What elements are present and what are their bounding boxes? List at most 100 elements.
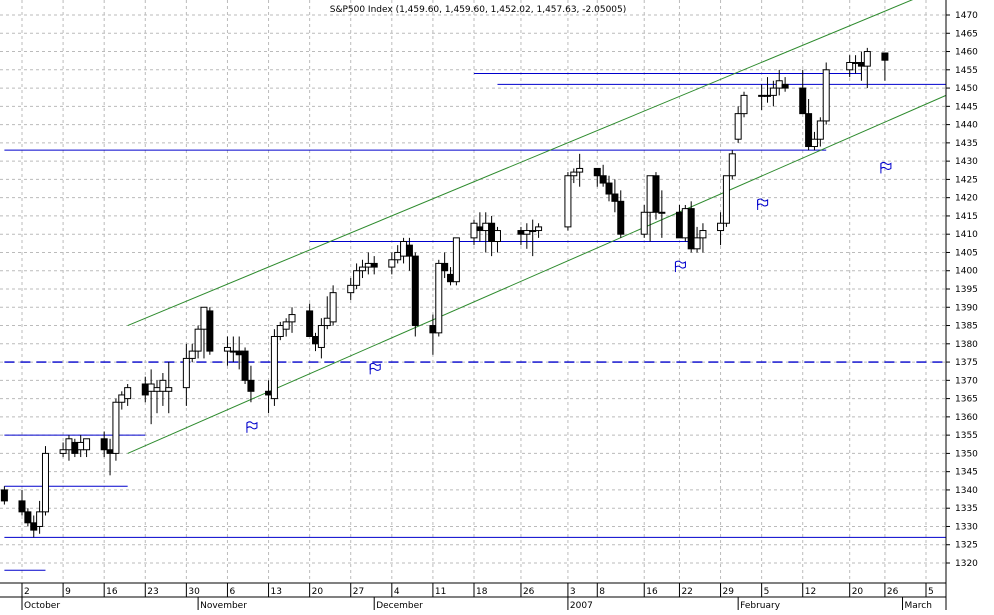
x-tick-label: 20 xyxy=(852,587,864,597)
candle xyxy=(617,190,625,238)
candle xyxy=(441,252,449,279)
candle-body xyxy=(241,350,249,381)
candle xyxy=(306,303,314,337)
y-tick-label: 1325 xyxy=(955,541,978,551)
candle xyxy=(83,438,91,458)
candle-body xyxy=(728,153,736,177)
candle-body xyxy=(0,489,8,502)
candle xyxy=(353,263,361,289)
channel-line xyxy=(127,94,947,454)
candle-body xyxy=(364,262,372,268)
candle xyxy=(881,52,889,81)
candle-body xyxy=(100,438,108,451)
candle-body xyxy=(658,211,666,214)
candle-body xyxy=(846,61,854,71)
candle xyxy=(106,438,114,476)
y-tick-label: 1435 xyxy=(955,139,978,149)
candle xyxy=(411,252,419,337)
candle xyxy=(206,307,214,355)
candle xyxy=(482,212,490,253)
candle xyxy=(223,336,231,366)
y-tick-label: 1415 xyxy=(955,212,978,222)
candle-body xyxy=(687,208,695,250)
candle xyxy=(265,380,273,414)
y-tick-label: 1370 xyxy=(955,376,978,386)
candles xyxy=(0,47,889,538)
candle xyxy=(529,219,537,257)
y-tick-label: 1340 xyxy=(955,486,978,496)
candle-body xyxy=(159,379,167,392)
candle xyxy=(764,77,772,103)
candle-body xyxy=(206,310,214,352)
x-tick-label: 6 xyxy=(229,587,235,597)
candle-body xyxy=(740,94,748,115)
x-tick-label: 27 xyxy=(353,587,364,597)
y-tick-label: 1355 xyxy=(955,431,978,441)
candle xyxy=(863,47,871,89)
candle-body xyxy=(570,171,578,177)
candle-body xyxy=(447,273,455,283)
candle xyxy=(652,172,660,220)
candle xyxy=(36,500,44,534)
candle xyxy=(687,201,695,253)
candle xyxy=(24,508,32,527)
candle-body xyxy=(646,175,654,213)
candle-body xyxy=(394,251,402,261)
candle-body xyxy=(881,52,889,61)
candle-body xyxy=(200,306,208,330)
candle-body xyxy=(599,175,607,184)
candle-body xyxy=(405,244,413,257)
candle xyxy=(781,77,789,92)
candle-body xyxy=(764,94,772,97)
candle xyxy=(611,179,619,213)
candle-body xyxy=(693,237,701,250)
candle-body xyxy=(83,438,91,451)
candle xyxy=(147,369,155,425)
candle xyxy=(276,321,284,341)
x-tick-label: 9 xyxy=(65,587,71,597)
x-tick-label: 23 xyxy=(147,587,158,597)
candle-body xyxy=(270,335,278,400)
y-tick-label: 1455 xyxy=(955,66,978,76)
candle xyxy=(740,91,748,118)
candle-body xyxy=(805,113,813,148)
candle-body xyxy=(822,69,830,122)
candle-body xyxy=(106,449,114,454)
candle xyxy=(816,117,824,147)
month-label: March xyxy=(905,601,932,610)
x-tick-label: 11 xyxy=(435,587,446,597)
candle-body xyxy=(857,61,865,67)
y-tick-label: 1440 xyxy=(955,121,978,131)
candle xyxy=(857,51,865,81)
candle-body xyxy=(400,241,408,257)
candle-body xyxy=(124,387,132,400)
candle xyxy=(734,106,742,143)
candle-body xyxy=(699,230,707,239)
flag-cloth xyxy=(369,362,381,371)
candle xyxy=(576,153,584,187)
candle-body xyxy=(30,522,38,531)
candle xyxy=(100,431,108,458)
candle xyxy=(159,373,167,406)
candle xyxy=(599,164,607,187)
candle-body xyxy=(118,394,126,403)
month-label: December xyxy=(376,601,423,610)
y-tick-label: 1420 xyxy=(955,194,978,204)
candle-body xyxy=(482,222,490,232)
candle-body xyxy=(347,284,355,294)
candle xyxy=(370,256,378,275)
candle-body xyxy=(317,325,325,348)
candle xyxy=(282,318,290,337)
candle xyxy=(317,318,325,359)
channel-line xyxy=(127,0,914,326)
candle-body xyxy=(147,383,155,392)
candle xyxy=(329,285,337,326)
y-tick-label: 1470 xyxy=(955,11,978,21)
candle xyxy=(646,175,654,242)
candle xyxy=(405,237,413,271)
candle-body xyxy=(810,138,818,148)
candle xyxy=(188,343,196,363)
candle-body xyxy=(675,211,683,239)
